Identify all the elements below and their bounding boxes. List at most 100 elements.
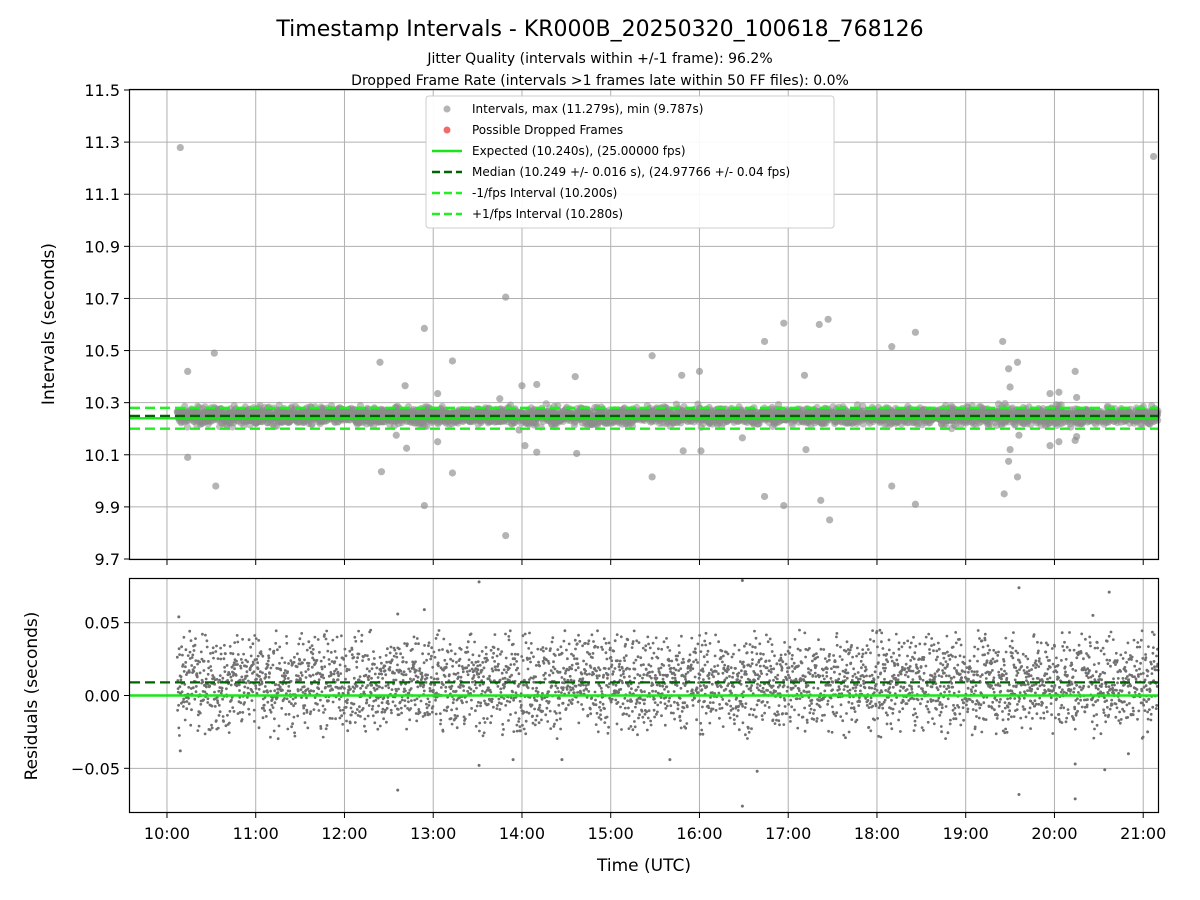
residual-point [323, 665, 327, 669]
residual-point [212, 656, 215, 660]
residual-point [204, 677, 208, 681]
residual-point [263, 685, 267, 688]
residual-point [219, 652, 223, 656]
interval-outlier-point [888, 482, 896, 490]
residual-point [338, 663, 342, 667]
residual-point [240, 718, 244, 721]
residual-point [375, 666, 379, 670]
residual-point [348, 649, 352, 653]
interval-outlier-point [780, 501, 788, 510]
residual-point [361, 707, 365, 710]
residual-point [407, 667, 411, 671]
residual-point [365, 701, 369, 704]
residual-point [368, 669, 371, 673]
residual-point [242, 691, 246, 695]
residual-point [266, 663, 270, 667]
residual-point [397, 687, 400, 691]
interval-outlier-point [1149, 152, 1158, 161]
residual-point [245, 665, 249, 668]
residual-point [393, 648, 397, 652]
residual-point [365, 698, 369, 702]
legend-marker-dropped [443, 126, 451, 134]
interval-outlier-point [1005, 365, 1013, 373]
residual-point [379, 669, 383, 673]
residual-point [290, 702, 293, 706]
residual-point [373, 672, 377, 676]
residual-point [214, 650, 218, 653]
residual-point [280, 706, 284, 710]
residual-point [316, 702, 319, 706]
residual-point [366, 654, 369, 658]
residual-point [206, 701, 210, 704]
residual-point [209, 652, 212, 655]
residual-point [177, 703, 181, 707]
residual-point [305, 696, 308, 700]
residual-point [256, 667, 260, 671]
residual-point [378, 655, 382, 659]
residual-point [250, 699, 254, 702]
residual-point [283, 677, 287, 680]
interval-outlier-point [780, 319, 788, 327]
residual-point [208, 684, 212, 688]
residual-point [318, 650, 321, 654]
residual-point [291, 722, 294, 726]
residual-point [414, 642, 418, 645]
residual-point [302, 685, 306, 689]
residual-point [266, 690, 269, 694]
residual-point [310, 665, 314, 669]
residual-point [251, 642, 255, 646]
residual-point [179, 675, 183, 679]
residual-point [193, 697, 197, 701]
residual-point [344, 654, 348, 658]
residual-point [202, 669, 206, 672]
residual-point [335, 656, 338, 660]
residual-point [282, 671, 286, 675]
residual-point [299, 671, 303, 675]
residual-point [231, 706, 235, 709]
residual-point [233, 667, 236, 671]
residual-point [297, 674, 300, 678]
residual-point [373, 721, 377, 725]
interval-outlier-point [212, 482, 220, 490]
interval-outlier-point [738, 434, 746, 442]
residual-point [385, 660, 389, 664]
residual-point [286, 727, 290, 731]
residual-point [251, 690, 255, 694]
interval-outlier-point [1046, 442, 1054, 450]
residual-point [238, 678, 242, 682]
residual-point [218, 674, 222, 677]
residual-point [187, 702, 191, 706]
interval-outlier-point [392, 431, 400, 439]
residual-point [267, 675, 271, 679]
residual-point [301, 642, 305, 646]
residual-point [324, 685, 327, 689]
residual-point [276, 691, 280, 695]
residual-point [355, 665, 359, 669]
residual-point [408, 718, 412, 722]
residual-point [292, 715, 296, 719]
residual-point [255, 677, 258, 681]
residual-point [302, 706, 306, 710]
interval-outlier-point [1000, 490, 1008, 498]
residual-point [407, 691, 411, 695]
residual-point [307, 640, 311, 644]
residual-point [285, 641, 289, 645]
residual-point [409, 707, 413, 710]
residual-point [178, 653, 182, 656]
residual-point [297, 642, 301, 646]
residual-point [216, 701, 220, 705]
residual-point [272, 729, 276, 733]
residual-point [306, 668, 310, 671]
residual-point [269, 735, 272, 739]
residual-point [335, 667, 338, 671]
residual-point [180, 645, 184, 649]
residual-point [246, 686, 250, 690]
residual-point [201, 680, 205, 684]
intervals-panel: 9.79.910.110.310.510.710.911.111.311.5 I… [39, 81, 1162, 569]
residual-point [412, 678, 416, 681]
residual-point [367, 658, 371, 661]
residual-point [397, 713, 401, 716]
interval-outlier-point [518, 382, 526, 390]
interval-outlier-point [802, 445, 810, 454]
interval-outlier-point [420, 501, 428, 510]
